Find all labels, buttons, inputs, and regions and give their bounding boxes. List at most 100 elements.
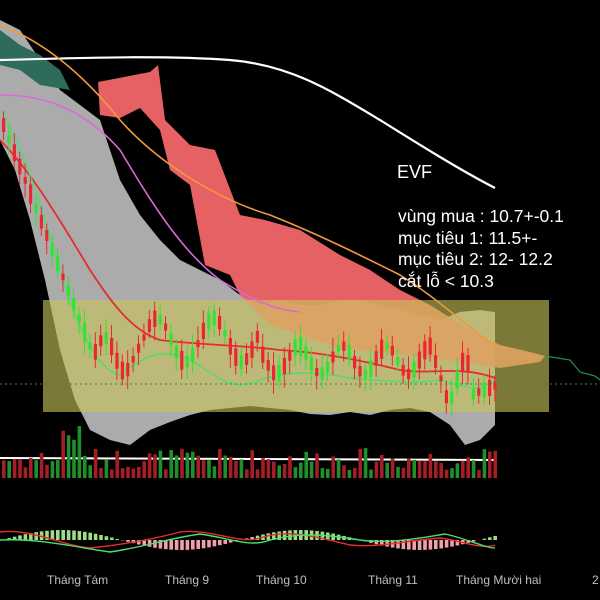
volume-bar bbox=[66, 435, 71, 478]
macd-bar bbox=[288, 530, 292, 540]
candle-body bbox=[358, 366, 362, 377]
volume-bar bbox=[158, 450, 163, 478]
volume-bars bbox=[2, 426, 497, 478]
candle-body bbox=[272, 365, 276, 381]
volume-bar bbox=[466, 457, 470, 478]
candle-body bbox=[50, 243, 54, 256]
candle-body bbox=[396, 357, 400, 365]
candle-body bbox=[439, 375, 443, 382]
target-1-note: mục tiêu 1: 11.5+- bbox=[398, 228, 538, 248]
volume-bar bbox=[369, 469, 373, 478]
candle-body bbox=[461, 352, 465, 372]
candle-body bbox=[104, 331, 108, 345]
macd-bar bbox=[434, 540, 438, 550]
candle-body bbox=[401, 364, 405, 376]
candle-body bbox=[363, 369, 367, 379]
volume-bar bbox=[380, 455, 384, 478]
volume-bar bbox=[439, 462, 443, 478]
volume-bar bbox=[72, 439, 76, 478]
candle-body bbox=[131, 355, 135, 363]
candle-body bbox=[434, 355, 438, 368]
candle-body bbox=[353, 356, 357, 369]
candle-body bbox=[304, 346, 308, 361]
macd-bar bbox=[488, 537, 492, 540]
volume-bar bbox=[417, 460, 422, 478]
volume-bar bbox=[93, 448, 98, 478]
volume-bar bbox=[12, 459, 17, 478]
candle-body bbox=[493, 381, 497, 390]
candle-body bbox=[191, 348, 195, 363]
candle-body bbox=[45, 230, 49, 241]
candle-body bbox=[471, 388, 475, 400]
macd-line bbox=[0, 530, 496, 549]
macd-bar bbox=[83, 531, 87, 540]
candle-body bbox=[185, 355, 189, 368]
candle-body bbox=[164, 323, 168, 331]
candle-body bbox=[201, 322, 205, 340]
candle-body bbox=[309, 357, 313, 371]
volume-bar bbox=[83, 455, 87, 478]
macd-bar bbox=[169, 540, 173, 550]
macd-bar bbox=[18, 535, 22, 540]
volume-bar bbox=[207, 459, 211, 478]
macd-bar bbox=[266, 533, 271, 540]
macd-bar bbox=[282, 530, 287, 540]
macd-bar bbox=[137, 540, 141, 545]
volume-bar bbox=[423, 460, 427, 478]
macd-bar bbox=[56, 530, 60, 540]
volume-bar bbox=[18, 459, 22, 478]
volume-bar bbox=[293, 467, 298, 478]
macd-bar bbox=[385, 540, 389, 547]
volume-bar bbox=[234, 460, 238, 478]
macd-bar bbox=[407, 540, 411, 550]
candle-body bbox=[115, 352, 119, 369]
candle-body bbox=[61, 273, 65, 281]
macd-bar bbox=[228, 540, 233, 543]
volume-bar bbox=[164, 469, 168, 478]
volume-bar bbox=[374, 461, 379, 478]
volume-bar bbox=[331, 456, 335, 478]
volume-bar bbox=[412, 459, 416, 478]
volume-bar bbox=[326, 468, 330, 478]
candle-body bbox=[385, 342, 389, 350]
macd-bar bbox=[93, 533, 98, 540]
candle-body bbox=[196, 340, 200, 348]
volume-bar bbox=[477, 469, 481, 478]
macd-bar bbox=[99, 534, 103, 540]
volume-bar bbox=[77, 426, 82, 478]
macd-bar bbox=[185, 540, 190, 550]
macd-bar bbox=[180, 540, 184, 550]
ma20-line bbox=[0, 139, 496, 379]
volume-bar bbox=[142, 461, 146, 478]
macd-bar bbox=[29, 533, 33, 540]
volume-bar bbox=[153, 454, 157, 478]
volume-bar bbox=[137, 466, 141, 478]
volume-bar bbox=[315, 453, 319, 478]
candle-body bbox=[245, 353, 249, 365]
macd-bar bbox=[482, 538, 487, 540]
ma50-line bbox=[0, 94, 301, 313]
candle-body bbox=[299, 336, 303, 357]
volume-bar bbox=[299, 462, 303, 478]
buy-zone-note: vùng mua : 10.7+-0.1 bbox=[398, 206, 564, 226]
candle-body bbox=[66, 285, 70, 296]
volume-bar bbox=[120, 468, 125, 478]
volume-bar bbox=[461, 460, 465, 478]
candle-body bbox=[450, 391, 454, 404]
candle-body bbox=[158, 314, 162, 325]
volume-bar bbox=[29, 457, 33, 478]
candle-body bbox=[147, 319, 151, 332]
macd-bar bbox=[115, 538, 119, 540]
volume-bar bbox=[261, 458, 265, 478]
volume-bar bbox=[169, 450, 173, 478]
macd-bar bbox=[126, 540, 130, 542]
macd-bar bbox=[212, 540, 217, 547]
volume-bar bbox=[34, 460, 38, 478]
macd-bar bbox=[191, 540, 195, 550]
macd-bar bbox=[66, 530, 71, 540]
candle-body bbox=[428, 337, 432, 355]
volume-bar bbox=[39, 452, 44, 478]
macd-bar bbox=[207, 540, 211, 548]
candle-body bbox=[255, 330, 259, 343]
